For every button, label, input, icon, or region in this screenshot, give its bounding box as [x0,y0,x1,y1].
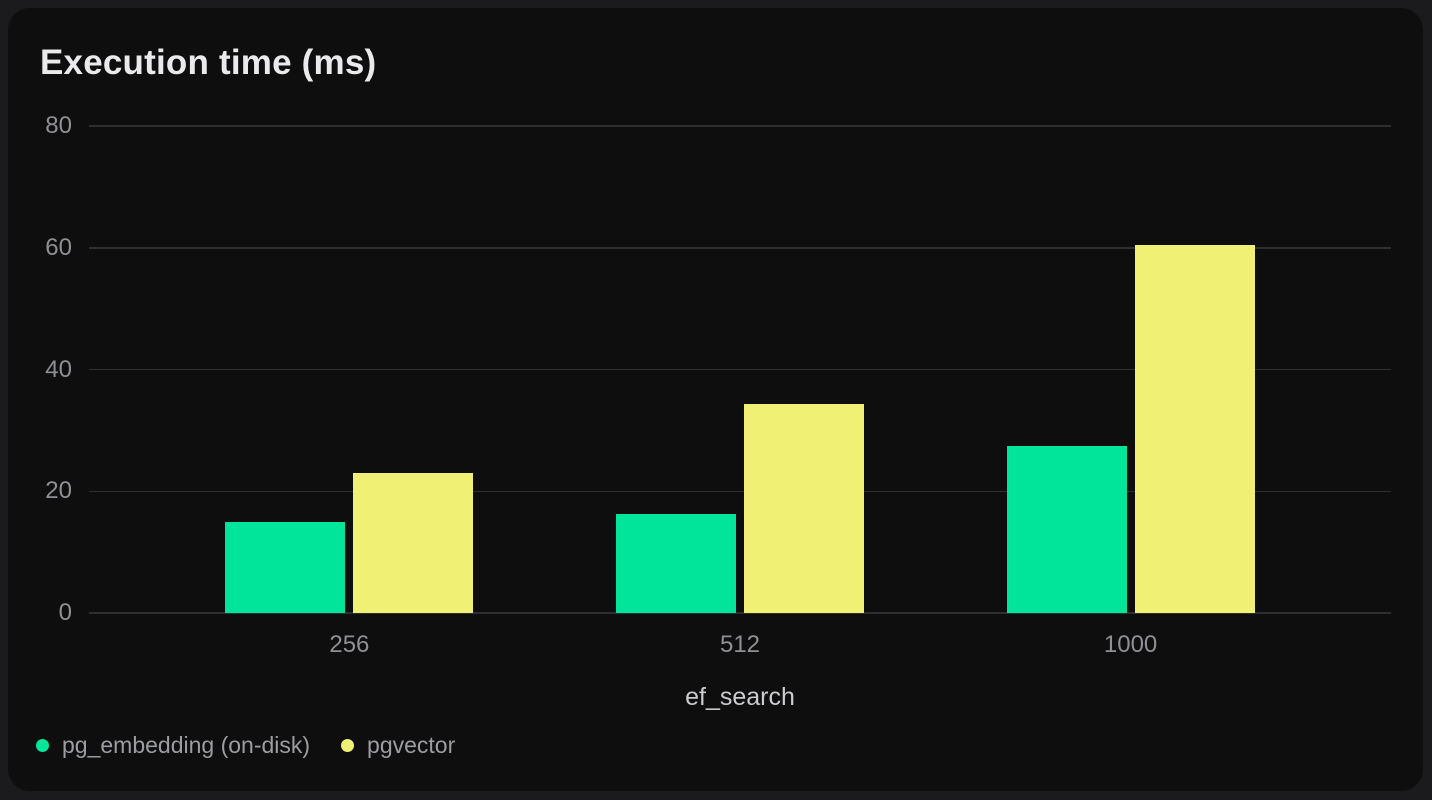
bar-pgvector-1000 [1134,245,1255,613]
grid-line [89,125,1391,127]
grid-line [89,247,1391,249]
grid-line [89,490,1391,492]
y-tick-label: 80 [45,112,72,139]
grid-line [89,368,1391,371]
chart-legend: pg_embedding (on-disk) pgvector [36,732,455,759]
legend-swatch-icon [36,739,49,752]
legend-label: pg_embedding (on-disk) [62,732,311,758]
x-tick-label: 1000 [1103,631,1158,658]
y-tick-label: 40 [45,355,72,383]
bar-pg-embedding-on-disk-256 [225,521,346,613]
x-axis-title: ef_search [685,683,795,711]
legend-item-pg-embedding: pg_embedding (on-disk) [36,732,310,759]
legend-label: pgvector [367,732,456,758]
chart-title: Execution time (ms) [40,43,377,82]
bar-pgvector-256 [353,472,474,613]
bar-pg-embedding-on-disk-1000 [1006,446,1127,613]
x-tick-label: 512 [719,631,761,658]
legend-item-pgvector: pgvector [341,732,455,759]
y-tick-label: 0 [58,599,72,626]
bar-pg-embedding-on-disk-512 [616,513,736,613]
x-tick-label: 256 [329,631,370,658]
grid-line [89,612,1391,614]
y-tick-label: 20 [45,477,72,505]
y-tick-label: 60 [45,233,72,261]
legend-swatch-icon [341,739,355,752]
bar-pgvector-512 [744,404,864,613]
